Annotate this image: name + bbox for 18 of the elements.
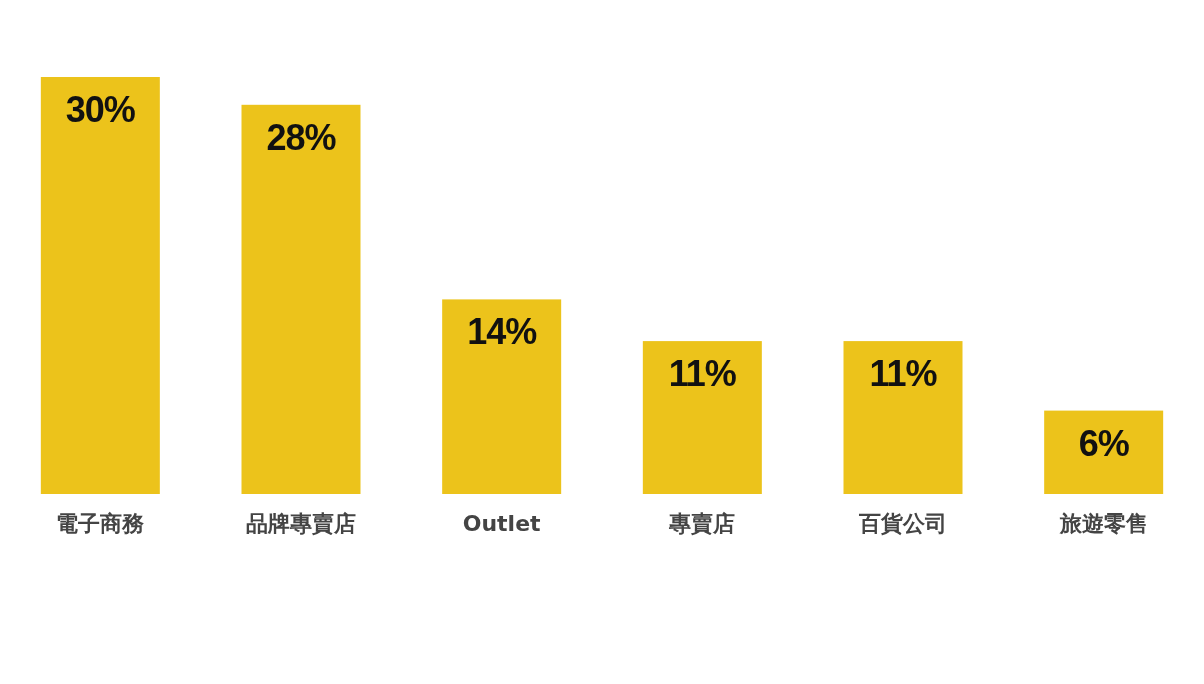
data-label: 11% — [869, 353, 938, 395]
data-label: 30% — [65, 89, 136, 130]
x-tick-label: 電子商務 — [56, 511, 145, 536]
data-label: 6% — [1078, 422, 1130, 464]
x-tick-label: Outlet — [462, 511, 542, 536]
data-label: 11% — [668, 353, 737, 395]
x-tick-label: 專賣店 — [668, 511, 736, 536]
bar — [843, 341, 963, 494]
data-label: 28% — [266, 116, 337, 158]
x-tick-label: 旅遊零售 — [1058, 511, 1148, 536]
bar — [1044, 410, 1164, 494]
bar — [40, 77, 160, 494]
bar — [241, 104, 361, 494]
x-tick-label: 百貨公司 — [858, 511, 947, 536]
bar — [642, 341, 762, 494]
data-label: 14% — [467, 311, 538, 353]
x-tick-label: 品牌專賣店 — [246, 511, 356, 536]
bar — [442, 299, 562, 494]
